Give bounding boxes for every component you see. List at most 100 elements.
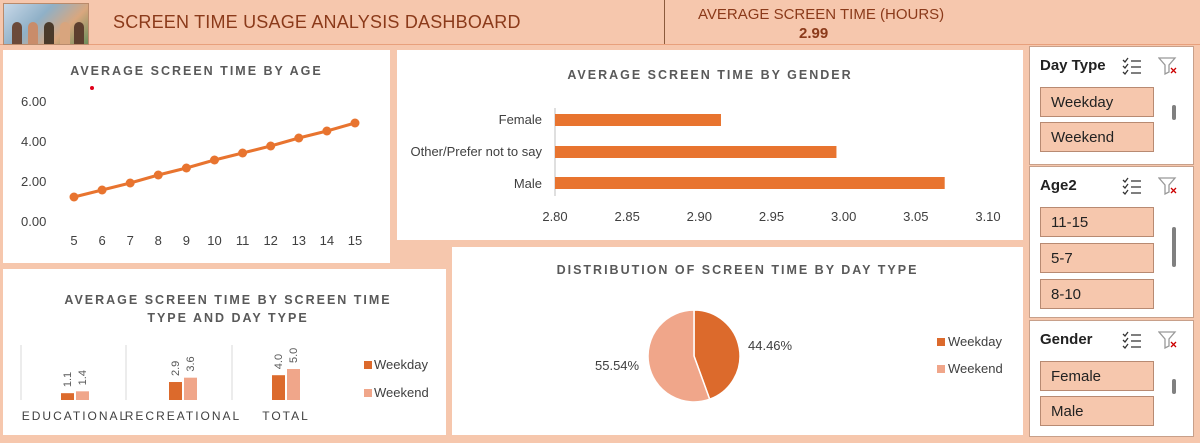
pie-label-weekday: 44.46% [748, 338, 793, 353]
type-bar-weekday [272, 375, 285, 400]
slicer-item-weekday[interactable]: Weekday [1040, 87, 1154, 117]
day-type-pie-chart [647, 309, 741, 403]
age-data-point [181, 163, 191, 173]
type-bar-weekday [61, 393, 74, 400]
avg-screen-time-value: 2.99 [799, 25, 829, 42]
clear-filter-icon[interactable] [1158, 57, 1178, 75]
x-tick-label: 9 [182, 233, 190, 248]
x-tick-label: 15 [347, 233, 363, 248]
type-bar-chart-panel: AVERAGE SCREEN TIME BY SCREEN TIME TYPE … [3, 269, 446, 435]
age-data-point [322, 126, 332, 136]
pie-slice-weekend [647, 309, 711, 403]
y-tick-label: 6.00 [21, 94, 47, 109]
gender-slicer-title: Gender [1040, 331, 1093, 348]
age-line-chart [69, 86, 360, 202]
header-bar: SCREEN TIME USAGE ANALYSIS DASHBOARD AVE… [0, 0, 1200, 45]
x-tick-label: 5 [70, 233, 78, 248]
category-axis-label: EDUCATIONAL [21, 409, 129, 423]
x-tick-label: 13 [291, 233, 307, 248]
slicer-item-8-10[interactable]: 8-10 [1040, 279, 1154, 309]
avg-screen-time-label: AVERAGE SCREEN TIME (HOURS) [698, 6, 945, 23]
slicer-item-female[interactable]: Female [1040, 361, 1154, 391]
age-slicer: Age2 11-15 5-7 8-10 [1029, 166, 1194, 318]
multi-select-icon[interactable] [1122, 57, 1142, 75]
x-tick-label: 8 [154, 233, 162, 248]
gender-slicer: Gender Female Male [1029, 320, 1194, 437]
slicer-scrollbar[interactable] [1172, 105, 1176, 120]
x-tick-label: 2.80 [542, 209, 568, 224]
pie-legend-weekday-swatch [937, 338, 945, 346]
age-data-point [294, 133, 304, 143]
type-data-label: 1.4 [77, 370, 89, 385]
clear-filter-icon[interactable] [1158, 331, 1178, 349]
gender-chart-title: AVERAGE SCREEN TIME BY GENDER [567, 68, 853, 82]
age-slicer-title: Age2 [1040, 177, 1077, 194]
x-tick-label: 11 [235, 233, 250, 248]
stray-marker [90, 86, 94, 90]
x-tick-label: 2.95 [758, 209, 785, 224]
age-data-point [350, 118, 360, 128]
type-data-label: 2.9 [170, 361, 182, 376]
age-data-point [125, 178, 135, 188]
y-tick-label: 0.00 [21, 214, 47, 229]
age-data-point [238, 148, 248, 158]
pie-legend-weekend-label: Weekend [948, 361, 1003, 376]
pie-label-weekend: 55.54% [595, 358, 640, 373]
x-tick-label: 3.00 [831, 209, 857, 224]
x-tick-label: 3.10 [975, 209, 1001, 224]
x-tick-label: 3.05 [903, 209, 929, 224]
y-tick-label: 4.00 [21, 134, 47, 149]
type-chart-title: AVERAGE SCREEN TIME BY SCREEN TIME TYPE … [64, 293, 392, 325]
day-type-slicer: Day Type Weekday Weekend [1029, 46, 1194, 165]
gender-bar [555, 177, 945, 189]
x-tick-label: 2.90 [686, 209, 712, 224]
gender-category-label: Other/Prefer not to say [410, 144, 542, 159]
age-data-point [210, 155, 219, 165]
pie-legend-weekday-label: Weekday [948, 334, 1002, 349]
day-type-slicer-title: Day Type [1040, 57, 1106, 74]
type-bar-weekend [184, 377, 197, 400]
gender-bar [555, 114, 721, 126]
x-tick-label: 2.85 [614, 209, 640, 224]
clear-filter-icon[interactable] [1158, 177, 1178, 195]
age-data-point [69, 192, 79, 202]
slicer-scrollbar[interactable] [1172, 227, 1176, 267]
gender-bar-chart [554, 108, 945, 196]
category-axis-label: RECREATIONAL [124, 409, 242, 423]
legend-weekday-swatch [364, 361, 372, 369]
age-line-chart-panel: AVERAGE SCREEN TIME BY AGE 6.00 4.00 2.0… [3, 50, 390, 263]
type-data-label: 3.6 [185, 356, 197, 371]
gender-bar-chart-panel: AVERAGE SCREEN TIME BY GENDER Female Oth… [397, 50, 1023, 240]
type-bar-weekend [287, 369, 300, 400]
slicer-item-male[interactable]: Male [1040, 396, 1154, 426]
y-tick-label: 2.00 [21, 174, 47, 189]
legend-weekend-label: Weekend [374, 385, 429, 400]
x-tick-label: 12 [263, 233, 278, 248]
day-type-pie-panel: DISTRIBUTION OF SCREEN TIME BY DAY TYPE … [452, 247, 1023, 435]
slicer-item-5-7[interactable]: 5-7 [1040, 243, 1154, 273]
multi-select-icon[interactable] [1122, 331, 1142, 349]
slicer-scrollbar[interactable] [1172, 379, 1176, 394]
type-data-label: 5.0 [288, 348, 300, 363]
x-tick-label: 14 [319, 233, 335, 248]
header-photo [3, 3, 89, 45]
type-data-label: 1.1 [62, 372, 74, 387]
category-axis-label: TOTAL [262, 409, 310, 423]
header-divider [664, 0, 665, 44]
age-data-point [153, 170, 163, 180]
type-bar-weekend [76, 391, 89, 400]
legend-weekday-label: Weekday [374, 357, 428, 372]
age-data-point [266, 141, 276, 151]
gender-category-label: Female [498, 112, 542, 127]
gender-category-label: Male [513, 176, 542, 191]
type-data-label: 4.0 [273, 354, 285, 369]
slicer-item-11-15[interactable]: 11-15 [1040, 207, 1154, 237]
type-bar-weekday [169, 382, 182, 400]
age-data-point [97, 185, 107, 195]
slicer-item-weekend[interactable]: Weekend [1040, 122, 1154, 152]
dashboard-title: SCREEN TIME USAGE ANALYSIS DASHBOARD [113, 12, 521, 32]
type-bar-chart: 1.1 1.4 2.9 3.6 4.0 5.0 [20, 345, 300, 400]
age-chart-title: AVERAGE SCREEN TIME BY AGE [70, 64, 323, 78]
multi-select-icon[interactable] [1122, 177, 1142, 195]
x-tick-label: 7 [126, 233, 134, 248]
